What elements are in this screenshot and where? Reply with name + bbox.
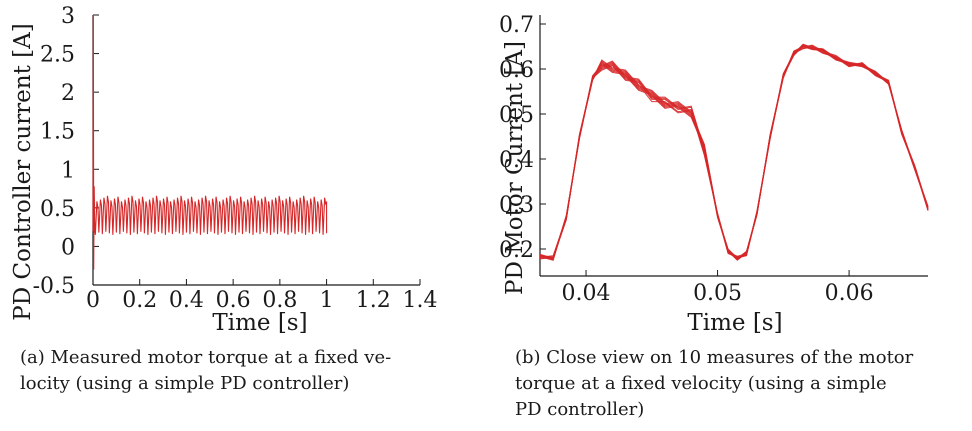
chart-a-y-tick-label: -0.5 — [33, 274, 75, 299]
chart-a-y-tick-label: 0 — [61, 235, 75, 260]
figure-canvas: -0.5 0 0.5 1 1.5 2 2.5 3 0 0.2 0.4 0.6 0.8 1 1.2 1.4 T… — [10, 4, 929, 336]
chart-b-x-tick-label: 0.04 — [562, 281, 611, 306]
chart-a-y-tick-label: 0.5 — [40, 197, 75, 222]
chart-b-y-tick-label: 0.7 — [499, 13, 534, 38]
chart-b-series-line — [539, 43, 929, 259]
chart-b-series-line — [539, 44, 929, 260]
chart-b-y-tick-label: 0.3 — [499, 193, 534, 218]
chart-b-x-tick-label: 0.06 — [825, 281, 874, 306]
chart-b-series-line — [539, 45, 929, 261]
chart-a-series-line — [92, 14, 328, 270]
chart-a-x-tick-label: 1.4 — [403, 288, 438, 313]
caption-b-line-3: PD controller) — [515, 399, 645, 420]
chart-b-y-tick-label: 0.5 — [499, 103, 534, 128]
chart-b-series-line — [539, 45, 929, 261]
chart-a-x-tick-label: 0.8 — [262, 288, 297, 313]
caption-b: (b) Close view on 10 measures of the mot… — [515, 345, 970, 423]
chart-a-x-tick-label: 1.2 — [356, 288, 391, 313]
caption-b-line-1: (b) Close view on 10 measures of the mot… — [515, 347, 914, 368]
chart-a-x-tick-label: 0.6 — [216, 288, 251, 313]
chart-a-x-tick-label: 0.4 — [169, 288, 204, 313]
chart-b-series-line — [539, 45, 929, 261]
chart-a-x-ticks: 0 0.2 0.4 0.6 0.8 1 1.2 1.4 — [86, 279, 438, 313]
caption-b-line-2: torque at a fixed velocity (using a simp… — [515, 373, 887, 394]
chart-b-x-label: Time [s] — [687, 310, 782, 336]
chart-a-y-tick-label: 2.5 — [40, 43, 75, 68]
chart-b-series-line — [539, 44, 929, 260]
chart-a-y-label: PD Controller current [A] — [10, 23, 36, 320]
chart-a-y-tick-label: 2 — [61, 81, 75, 106]
chart-a-y-tick-label: 1 — [61, 158, 75, 183]
caption-a-line-1: (a) Measured motor torque at a fixed ve- — [20, 347, 392, 368]
chart-b-x-ticks: 0.04 0.05 0.06 — [562, 270, 874, 306]
chart-a-x-tick-label: 0 — [86, 288, 100, 313]
chart-b-y-label: PD Motor Current [A] — [502, 41, 528, 295]
chart-a-x-tick-label: 0.2 — [122, 288, 157, 313]
chart-a-y-tick-label: 3 — [61, 4, 75, 29]
chart-b-y-ticks: 0.2 0.3 0.4 0.5 0.6 0.7 — [499, 13, 546, 263]
chart-b-series-lines — [539, 43, 929, 261]
chart-a: -0.5 0 0.5 1 1.5 2 2.5 3 0 0.2 0.4 0.6 0.8 1 1.2 1.4 T… — [10, 4, 438, 336]
caption-a: (a) Measured motor torque at a fixed ve-… — [20, 345, 480, 397]
chart-a-y-tick-label: 1.5 — [40, 120, 75, 145]
chart-a-x-tick-label: 1 — [320, 288, 334, 313]
chart-a-x-label: Time [s] — [212, 310, 307, 336]
chart-b-x-tick-label: 0.05 — [693, 281, 742, 306]
chart-b-series-line — [539, 45, 929, 259]
chart-b-y-tick-label: 0.2 — [499, 238, 534, 263]
chart-b: 0.2 0.3 0.4 0.5 0.6 0.7 0.04 0.05 0.06 Time [s]… — [499, 13, 929, 336]
chart-b-series-line — [539, 45, 929, 260]
chart-b-y-tick-label: 0.4 — [499, 148, 534, 173]
caption-a-line-2: locity (using a simple PD controller) — [20, 373, 350, 394]
chart-b-y-tick-label: 0.6 — [499, 58, 534, 83]
chart-b-series-line — [539, 46, 929, 260]
chart-b-series-line — [539, 44, 929, 261]
chart-a-y-ticks: -0.5 0 0.5 1 1.5 2 2.5 3 — [33, 4, 99, 299]
